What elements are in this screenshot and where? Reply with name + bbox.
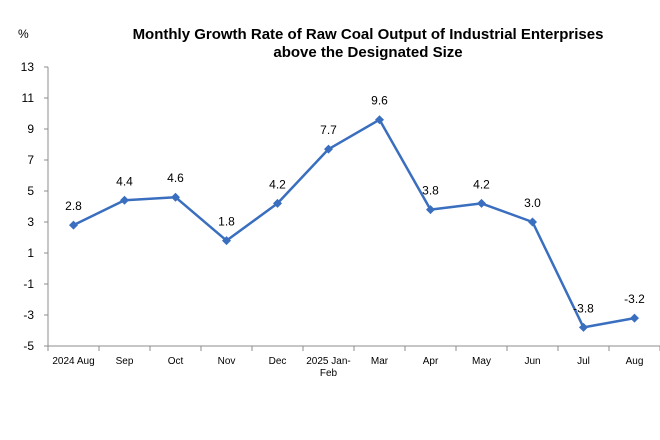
x-tick-label: Sep <box>116 356 134 367</box>
data-point <box>477 198 486 208</box>
x-tick-label: Dec <box>269 356 287 367</box>
data-label: 4.2 <box>473 177 490 191</box>
data-labels: 2.8 4.4 4.6 1.8 4.2 7.7 9.6 3.8 4.2 3.0 -3.8 -3.2 <box>65 94 645 316</box>
x-tick-label: Jun <box>524 356 540 367</box>
chart-title-line-2: above the Designated Size <box>273 44 462 61</box>
data-point <box>171 192 180 202</box>
data-point <box>222 236 231 246</box>
data-point <box>273 198 282 208</box>
y-unit-label: % <box>18 27 29 41</box>
x-tick-label: Feb <box>320 368 338 379</box>
x-tick-labels: 2024 Aug Sep Oct Nov Dec 2025 Jan-Feb Mar Apr Ma… <box>52 356 643 379</box>
data-label: 4.4 <box>116 174 133 188</box>
data-label: -3.2 <box>624 292 645 306</box>
x-tick-label: May <box>472 356 491 367</box>
axes <box>44 66 660 351</box>
y-tick-label: 1 <box>27 246 34 260</box>
series-line-path <box>72 118 635 329</box>
data-label: 2.8 <box>65 199 82 213</box>
series-line <box>69 115 639 332</box>
data-point <box>375 115 384 125</box>
y-tick-label: -5 <box>23 339 34 353</box>
data-label: 9.6 <box>371 94 388 108</box>
data-label: 4.6 <box>167 171 184 185</box>
x-tick-label: 2024 Aug <box>52 356 94 367</box>
x-tick-label: Apr <box>423 356 439 367</box>
data-label: 1.8 <box>218 215 235 229</box>
data-point <box>579 322 588 332</box>
chart-title-line-1: Monthly Growth Rate of Raw Coal Output o… <box>133 26 604 43</box>
data-label: 7.7 <box>320 123 337 137</box>
x-tick-label: 2025 Jan- <box>306 356 350 367</box>
data-label: -3.8 <box>573 301 594 315</box>
y-tick-label: 13 <box>21 60 35 74</box>
data-point <box>426 205 435 215</box>
x-tick-label: Oct <box>168 356 184 367</box>
x-tick-label: Mar <box>371 356 389 367</box>
data-point <box>120 195 129 205</box>
data-point <box>69 220 78 230</box>
data-point <box>528 217 537 227</box>
data-label: 3.0 <box>524 196 541 210</box>
data-point <box>630 313 639 323</box>
data-label: 3.8 <box>422 184 439 198</box>
y-tick-labels: 13 11 9 7 5 3 1 -1 -3 -5 <box>21 60 35 353</box>
x-tick-label: Jul <box>577 356 590 367</box>
y-tick-label: 3 <box>27 215 34 229</box>
x-tick-label: Nov <box>218 356 236 367</box>
y-tick-label: 5 <box>27 184 34 198</box>
y-tick-label: -1 <box>23 277 34 291</box>
y-tick-label: 7 <box>27 153 34 167</box>
y-tick-label: -3 <box>23 308 34 322</box>
y-tick-label: 11 <box>22 91 35 105</box>
x-tick-label: Aug <box>626 356 644 367</box>
data-point <box>324 144 333 154</box>
data-label: 4.2 <box>269 177 286 191</box>
y-tick-label: 9 <box>27 122 34 136</box>
